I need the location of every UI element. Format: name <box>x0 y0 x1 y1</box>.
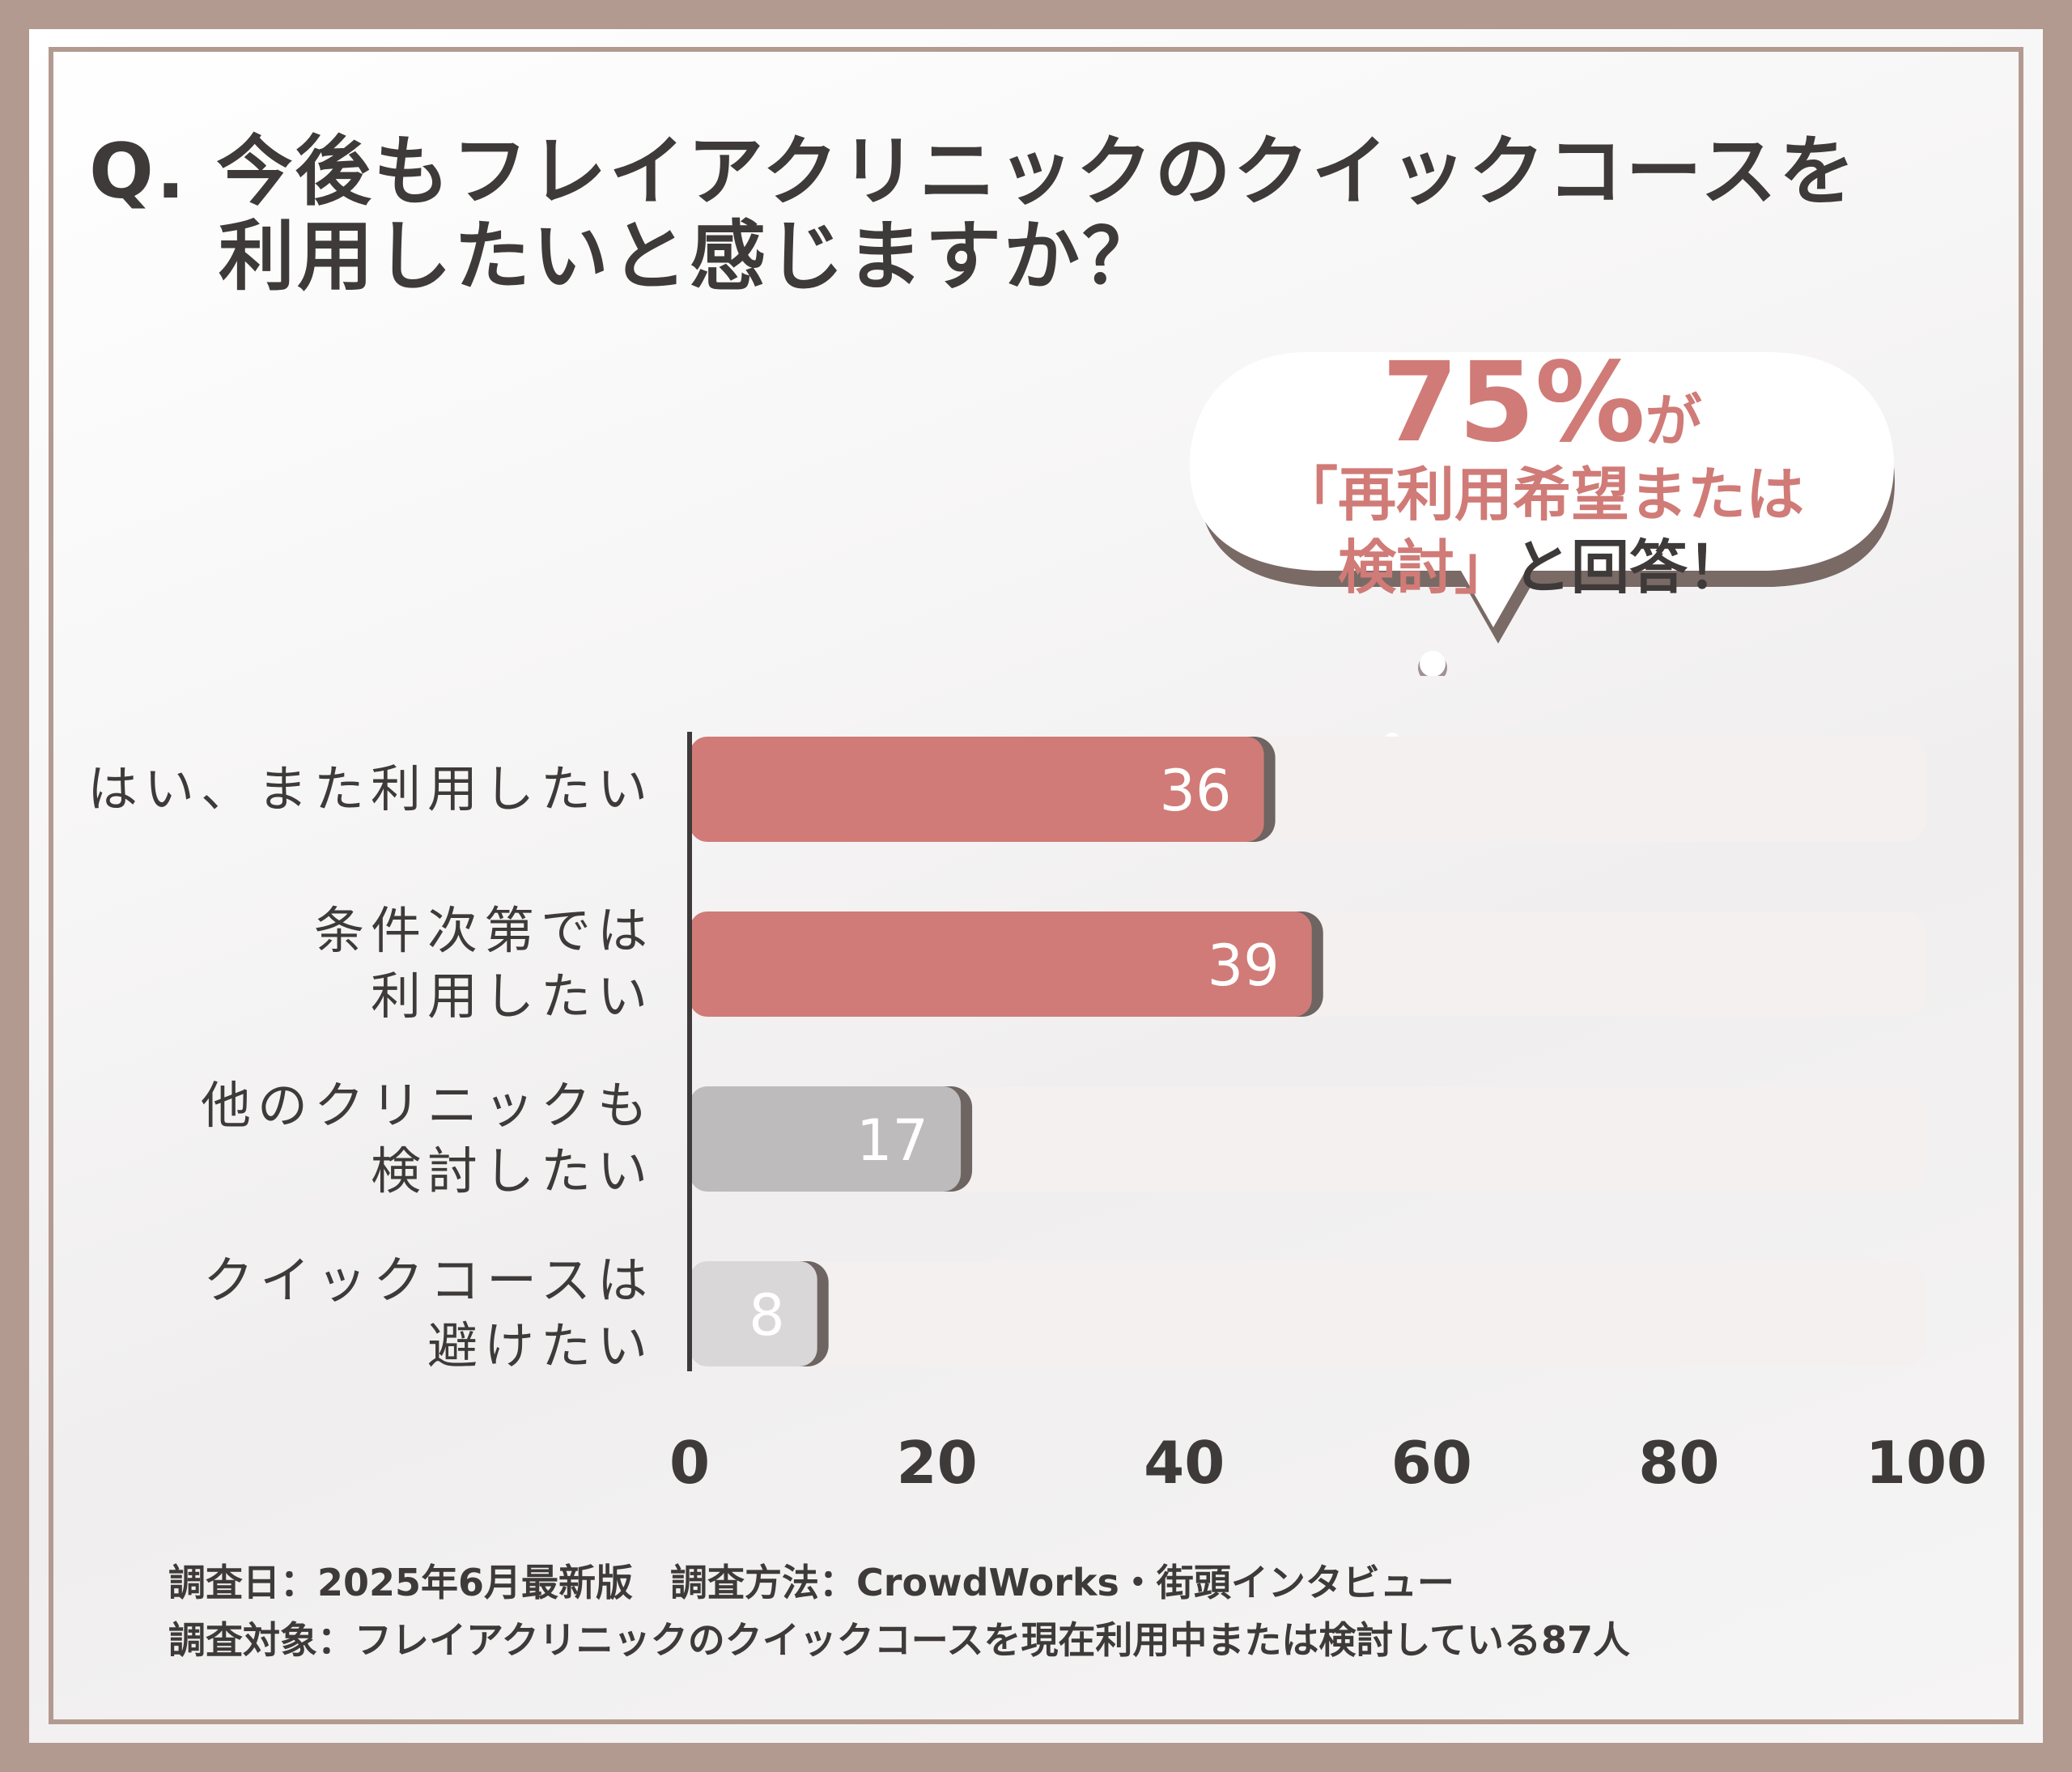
bar <box>690 1261 817 1366</box>
bar-value-label: 36 <box>1160 758 1232 824</box>
page-title: Q. 今後もフレイアクリニックのクイックコースを 利用したいと感じますか？ <box>89 130 2015 300</box>
x-tick-label: 40 <box>1144 1429 1225 1497</box>
title-line1: Q. 今後もフレイアクリニックのクイックコースを <box>89 128 1858 216</box>
callout-line3b: と回答！ <box>1513 533 1747 601</box>
x-tick-label: 20 <box>896 1429 977 1497</box>
bar-track <box>690 1086 1926 1192</box>
title-line2: 利用したいと感じますか？ <box>219 213 1161 302</box>
category-label: クイックコースは 避けたい <box>203 1251 654 1375</box>
callout-line2: 「再利用希望または <box>1279 461 1804 529</box>
category-label: 他のクリニックも 検討したい <box>200 1076 654 1200</box>
bar <box>690 737 1264 842</box>
x-tick-label: 80 <box>1638 1429 1719 1497</box>
callout-percent: 75% <box>1382 339 1645 467</box>
bar-track <box>690 1261 1926 1366</box>
speech-bubble <box>1190 352 1895 676</box>
callout-suffix: が <box>1645 388 1702 454</box>
bar <box>690 911 1312 1017</box>
bar-value-label: 8 <box>749 1282 785 1349</box>
x-tick-label: 60 <box>1391 1429 1472 1497</box>
inner-frame <box>49 47 2023 1724</box>
footer-line1: 調査日：2025年6月最新版 調査方法：CrowdWorks・街頭インタビュー <box>168 1561 1454 1604</box>
survey-footer: 調査日：2025年6月最新版 調査方法：CrowdWorks・街頭インタビュー … <box>168 1554 1981 1670</box>
x-tick-label: 100 <box>1866 1429 1987 1497</box>
bar-value-label: 39 <box>1208 933 1280 999</box>
callout-line3a: 検討」 <box>1337 533 1513 601</box>
category-label: はい、また利用したい <box>87 759 654 818</box>
bar-value-label: 17 <box>856 1107 928 1174</box>
bar <box>690 1086 962 1192</box>
category-label: 条件次第では 利用したい <box>313 901 654 1026</box>
footer-line2: 調査対象：フレイアクリニックのクイックコースを現在利用中または検討している87人 <box>168 1618 1631 1663</box>
callout-text: 75%が 「再利用希望または 検討」と回答！ <box>1190 348 1894 604</box>
x-tick-label: 0 <box>669 1429 710 1497</box>
card-background <box>29 29 2043 1743</box>
